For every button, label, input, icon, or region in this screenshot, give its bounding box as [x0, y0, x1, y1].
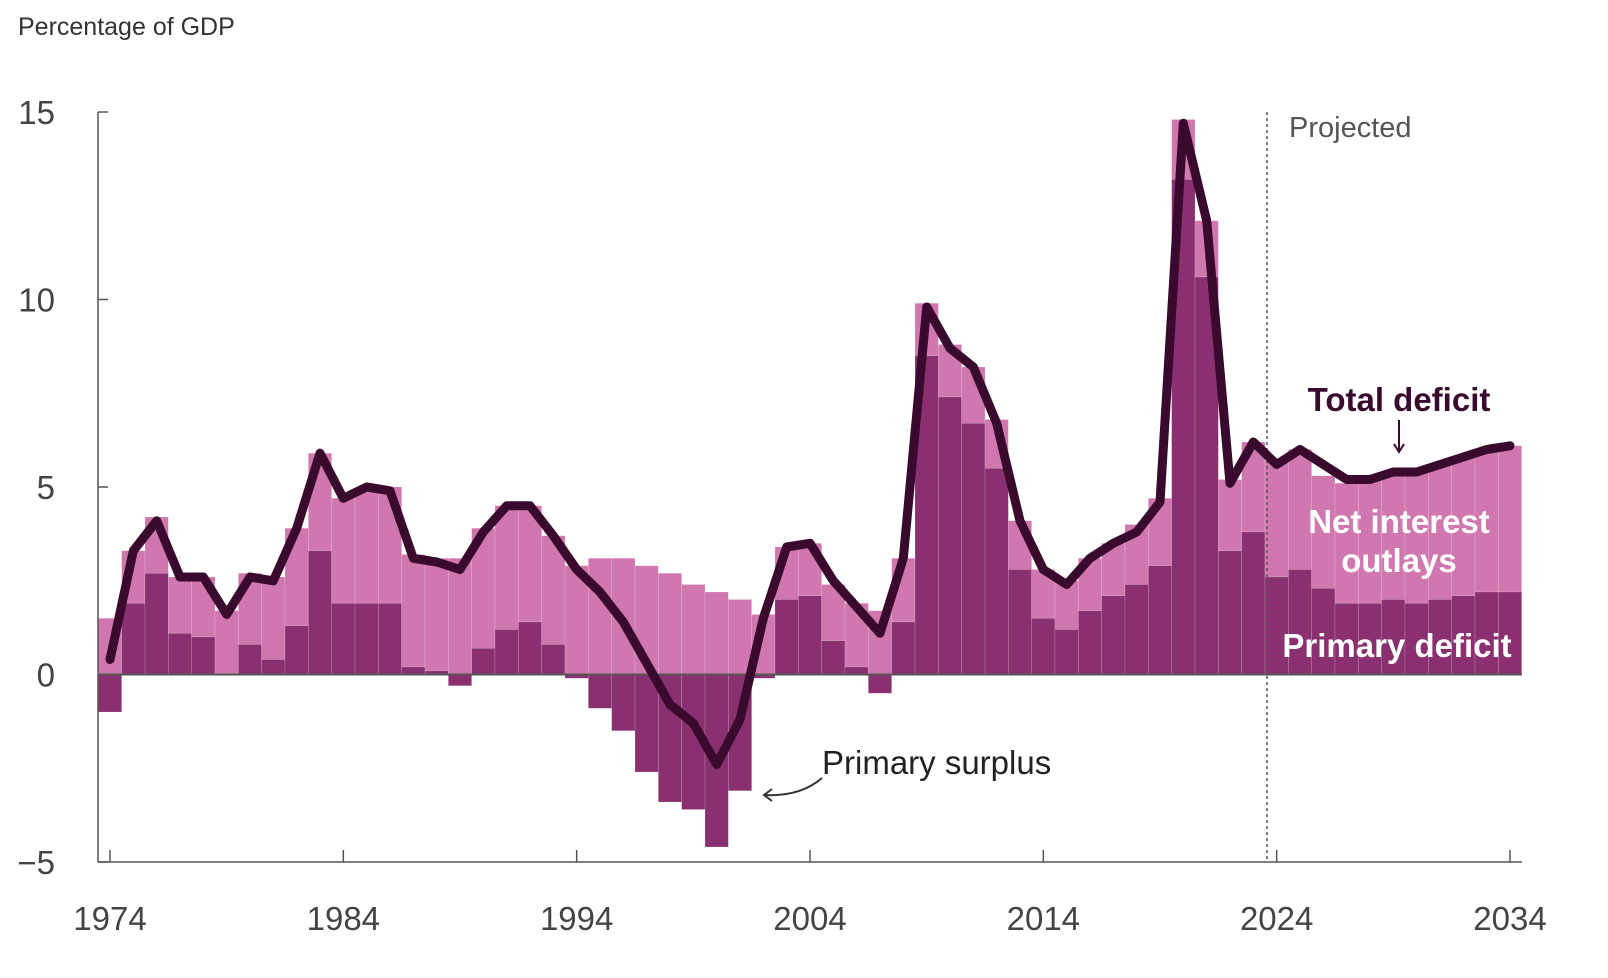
primary-deficit-bar: [984, 467, 1009, 675]
primary-deficit-bar: [1008, 569, 1032, 675]
net-interest-bar: [1498, 445, 1522, 593]
net-interest-bar: [214, 610, 239, 675]
net-interest-bar: [681, 584, 706, 675]
y-tick-label: −5: [17, 844, 55, 881]
primary-deficit-bar: [261, 659, 286, 675]
primary-deficit-bar: [378, 602, 402, 675]
net-interest-bar: [424, 557, 449, 672]
primary-deficit-bar: [541, 644, 566, 675]
primary-deficit-bar: [844, 666, 869, 675]
x-tick-label: 2034: [1473, 900, 1546, 937]
net-interest-bar: [1218, 479, 1242, 552]
total-deficit-line-group: [105, 118, 1515, 769]
net-interest-bar: [588, 557, 612, 675]
primary-deficit-bar: [774, 599, 799, 675]
primary-deficit-bar: [471, 647, 496, 675]
x-tick-label: 2004: [773, 900, 846, 937]
primary-deficit-bar: [308, 550, 332, 675]
net-interest-annotation-line2: outlays: [1341, 542, 1457, 579]
primary-deficit-bar: [1031, 617, 1056, 675]
primary-surplus-arrow-icon: [762, 777, 823, 802]
net-interest-bar: [448, 557, 472, 675]
primary-deficit-bar: [821, 640, 846, 675]
net-interest-bar: [494, 505, 519, 630]
net-interest-bar: [704, 591, 729, 675]
primary-deficit-bar: [1124, 584, 1149, 675]
y-tick-label: 10: [18, 282, 55, 319]
total-deficit-arrow-icon: [1393, 420, 1405, 454]
primary-surplus-bar: [868, 674, 892, 694]
axes-group: 15 10 5 0 −5 1974 1984 1994 2004 2014 2024 2034: [17, 94, 1546, 937]
primary-surplus-bar: [611, 674, 636, 732]
net-interest-bar: [1264, 460, 1289, 578]
primary-deficit-annotation: Primary deficit: [1282, 627, 1511, 664]
x-tick-label: 1974: [73, 900, 146, 937]
primary-deficit-bar: [1218, 550, 1242, 675]
net-interest-annotation-line1: Net interest: [1308, 503, 1490, 540]
primary-deficit-bar: [1148, 565, 1172, 675]
primary-deficit-bar: [494, 629, 519, 675]
primary-deficit-bar: [284, 625, 309, 675]
primary-deficit-bar: [144, 572, 169, 675]
x-tick-label: 2024: [1240, 900, 1313, 937]
net-interest-bar: [331, 497, 356, 604]
primary-deficit-bar: [191, 636, 216, 675]
primary-deficit-bar: [961, 422, 986, 675]
primary-deficit-bar: [121, 602, 146, 675]
y-tick-label: 5: [37, 469, 55, 506]
primary-deficit-bar: [238, 644, 262, 675]
primary-surplus-bar: [448, 674, 472, 687]
net-interest-bar: [401, 554, 426, 668]
primary-deficit-bar: [168, 632, 192, 675]
primary-deficit-bar: [798, 595, 822, 675]
x-tick-label: 1994: [540, 900, 613, 937]
net-interest-bar: [728, 599, 752, 675]
primary-deficit-bar: [1241, 531, 1266, 675]
bars-group: [97, 119, 1522, 848]
primary-surplus-bar: [634, 674, 659, 773]
projected-label: Projected: [1289, 112, 1412, 144]
y-tick-label: 15: [18, 94, 55, 131]
net-interest-bar: [168, 576, 192, 634]
primary-deficit-bar: [518, 621, 542, 675]
x-tick-label: 1984: [307, 900, 380, 937]
primary-deficit-bar: [1101, 595, 1126, 675]
y-axis-label: Percentage of GDP: [18, 13, 235, 41]
primary-deficit-bar: [331, 602, 356, 675]
primary-deficit-bar: [891, 621, 916, 675]
net-interest-bar: [354, 490, 379, 604]
total-deficit-annotation: Total deficit: [1308, 381, 1491, 418]
primary-surplus-bar: [588, 674, 612, 709]
primary-deficit-bar: [354, 602, 379, 675]
net-interest-bar: [658, 572, 682, 675]
primary-deficit-bar: [401, 666, 426, 675]
primary-deficit-bar: [1054, 629, 1079, 675]
net-interest-bar: [261, 576, 286, 660]
y-tick-label: 0: [37, 657, 55, 694]
primary-deficit-bar: [1078, 610, 1102, 675]
x-tick-label: 2014: [1007, 900, 1080, 937]
total-deficit-line: [105, 118, 1515, 769]
primary-surplus-annotation: Primary surplus: [822, 744, 1051, 781]
primary-surplus-bar: [97, 674, 122, 713]
primary-deficit-bar: [938, 396, 962, 675]
